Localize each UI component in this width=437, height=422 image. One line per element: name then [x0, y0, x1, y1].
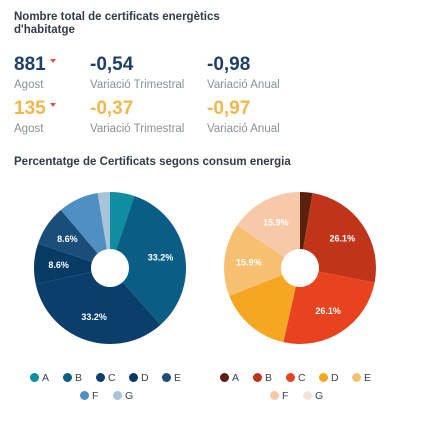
metric-total-value: 881 — [14, 54, 46, 75]
data-label-D: 8.6% — [48, 260, 69, 270]
legend-label: B — [265, 372, 273, 384]
metric-quarterly-label: Variació Trimestral — [90, 123, 185, 135]
data-label-E: 15.9% — [236, 257, 262, 267]
legend-dot-icon — [286, 373, 295, 382]
page-title: Nombre total de certificats energètics d… — [14, 11, 220, 36]
metric-annual-value: -0,98 — [207, 54, 251, 75]
legend-item-G[interactable]: G — [113, 390, 133, 402]
slice-A[interactable] — [110, 192, 135, 251]
legend-dot-icon — [80, 391, 89, 400]
legend-chart-2: A B C D E F G — [220, 372, 390, 412]
legend-item-C[interactable]: C — [286, 372, 306, 384]
metric-quarterly-value: -0,54 — [90, 54, 134, 75]
legend-label: G — [125, 390, 134, 402]
legend-dot-icon — [303, 391, 312, 400]
slice-B[interactable] — [303, 193, 376, 283]
legend-label: D — [331, 372, 339, 384]
legend-dot-icon — [63, 373, 72, 382]
slice-F[interactable] — [237, 192, 300, 258]
data-label-C: 26.1% — [315, 306, 341, 316]
legend-label: A — [232, 372, 240, 384]
slice-C[interactable] — [283, 271, 375, 344]
legend-label: E — [174, 372, 182, 384]
legend-dot-icon — [352, 373, 361, 382]
metric-total-label: Agost — [14, 79, 44, 91]
legend-item-E[interactable]: E — [162, 372, 181, 384]
slice-D[interactable] — [33, 243, 93, 285]
legend-item-D[interactable]: D — [129, 372, 149, 384]
legend-label: G — [315, 390, 324, 402]
slice-G[interactable] — [97, 192, 110, 250]
legend-item-G[interactable]: G — [303, 390, 323, 402]
slice-B[interactable] — [116, 196, 187, 325]
legend-dot-icon — [30, 373, 39, 382]
legend-label: C — [298, 372, 306, 384]
legend-dot-icon — [220, 373, 229, 382]
legend-label: C — [108, 372, 116, 384]
legend-label: A — [42, 372, 50, 384]
caret-down-icon — [49, 58, 56, 63]
legend-item-D[interactable]: D — [319, 372, 339, 384]
donut-chart-1: 33.2% 33.2% 8.6% 8.6% — [33, 192, 187, 344]
legend-item-A[interactable]: A — [220, 372, 239, 384]
legend-label: E — [364, 372, 372, 384]
legend-dot-icon — [162, 373, 171, 382]
metric-total-label: Agost — [14, 123, 44, 135]
legend-dot-icon — [96, 373, 105, 382]
legend-chart-1: A B C D E F G — [30, 372, 200, 412]
metric-total: 135 — [14, 98, 56, 120]
data-label-E: 8.6% — [57, 234, 78, 244]
legend-dot-icon — [270, 391, 279, 400]
legend-item-F[interactable]: F — [80, 390, 98, 402]
metric-annual-value: -0,97 — [207, 98, 251, 119]
legend-item-A[interactable]: A — [30, 372, 49, 384]
slice-F[interactable] — [60, 193, 107, 254]
legend-item-C[interactable]: C — [96, 372, 116, 384]
legend-dot-icon — [319, 373, 328, 382]
metric-total-value: 135 — [14, 98, 46, 119]
donut-chart-2: 26.1% 26.1% 15.9% 15.9% — [224, 192, 376, 344]
metric-total: 881 — [14, 54, 56, 76]
data-label-F: 15.9% — [263, 217, 289, 227]
data-label-B: 33.2% — [148, 253, 174, 263]
section-title: Percentatge de Certificats segons consum… — [14, 156, 291, 168]
slice-E[interactable] — [224, 225, 285, 296]
caret-down-icon — [49, 102, 56, 107]
legend-item-F[interactable]: F — [270, 390, 288, 402]
slice-D[interactable] — [229, 274, 296, 343]
slice-C[interactable] — [35, 272, 161, 344]
metric-quarterly-label: Variació Trimestral — [90, 79, 185, 91]
legend-label: D — [141, 372, 149, 384]
legend-item-B[interactable]: B — [253, 372, 272, 384]
legend-dot-icon — [253, 373, 262, 382]
legend-label: B — [75, 372, 83, 384]
legend-item-B[interactable]: B — [63, 372, 82, 384]
data-label-C: 33.2% — [81, 312, 107, 322]
legend-dot-icon — [129, 373, 138, 382]
legend-item-E[interactable]: E — [352, 372, 371, 384]
data-label-B: 26.1% — [330, 234, 356, 244]
legend-label: F — [282, 390, 289, 402]
metric-annual-label: Variació Anual — [207, 123, 280, 135]
slice-E[interactable] — [38, 210, 98, 262]
slice-A[interactable] — [300, 192, 313, 250]
metric-annual-label: Variació Anual — [207, 79, 280, 91]
legend-dot-icon — [113, 391, 122, 400]
metric-quarterly-value: -0,37 — [90, 98, 134, 119]
legend-label: F — [92, 390, 99, 402]
